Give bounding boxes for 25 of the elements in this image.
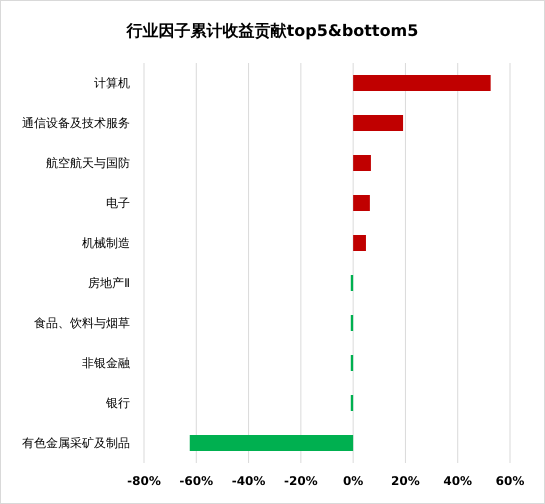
y-tick-label: 机械制造 xyxy=(82,236,130,250)
y-tick-label: 有色金属采矿及制品 xyxy=(22,436,130,450)
x-tick-label: 20% xyxy=(391,474,420,488)
x-tick-label: -60% xyxy=(179,474,214,488)
x-tick-label: 40% xyxy=(443,474,472,488)
y-tick-label: 通信设备及技术服务 xyxy=(22,116,130,130)
x-tick-label: 0% xyxy=(342,474,364,488)
bar xyxy=(353,195,370,211)
bar xyxy=(353,155,371,171)
y-tick-label: 房地产Ⅱ xyxy=(88,276,130,290)
y-tick-label: 计算机 xyxy=(94,76,130,90)
x-tick-label: -80% xyxy=(127,474,161,488)
y-tick-label: 银行 xyxy=(105,396,130,410)
chart-title: 行业因子累计收益贡献top5&bottom5 xyxy=(126,21,418,40)
x-tick-label: -20% xyxy=(284,474,318,488)
y-tick-label: 电子 xyxy=(106,196,130,210)
bar xyxy=(353,75,491,91)
x-tick-label: 60% xyxy=(496,474,524,488)
x-tick-label: -40% xyxy=(232,474,266,488)
y-tick-label: 航空航天与国防 xyxy=(46,156,130,170)
y-tick-label: 非银金融 xyxy=(82,356,130,370)
bar xyxy=(353,115,404,131)
bar xyxy=(353,235,366,251)
y-tick-label: 食品、饮料与烟草 xyxy=(34,316,130,330)
bar xyxy=(190,435,354,451)
